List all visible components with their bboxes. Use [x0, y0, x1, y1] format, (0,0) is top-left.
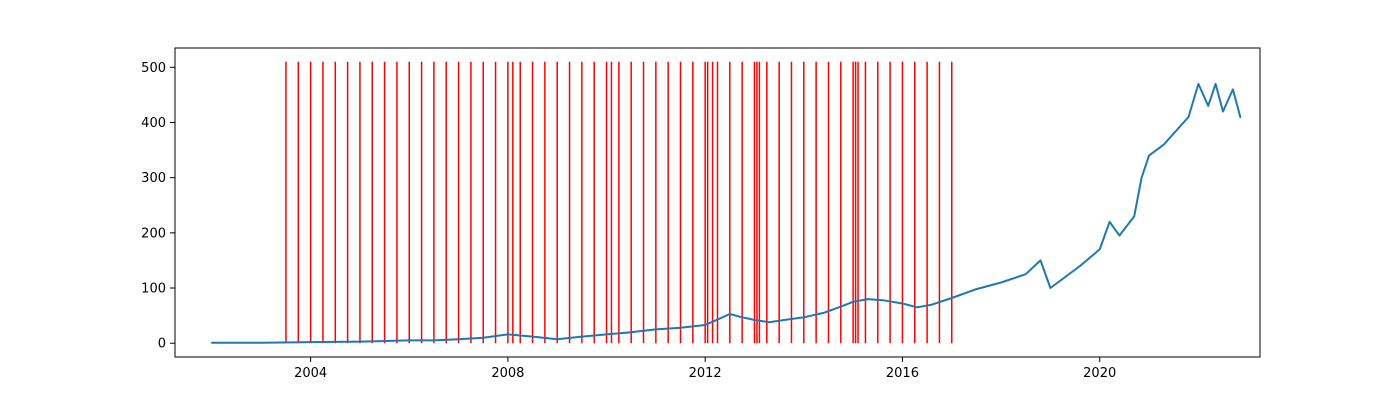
y-tick-label: 100 [141, 282, 166, 297]
y-tick-label: 300 [141, 171, 166, 186]
series-group [211, 82, 1242, 344]
x-tick-label: 2008 [491, 366, 524, 381]
x-tick-label: 2020 [1083, 366, 1116, 381]
plot-frame [174, 47, 1261, 358]
y-tick-label: 0 [158, 337, 166, 352]
y-tick-label: 400 [141, 116, 166, 131]
y-tick-label: 500 [141, 61, 166, 76]
y-tick-label: 200 [141, 226, 166, 241]
x-axis-ticks: 2004 2008 2012 2016 2020 [294, 357, 1116, 381]
axes-group [174, 47, 1261, 358]
x-tick-label: 2004 [294, 366, 327, 381]
price-series-line [211, 82, 1242, 344]
x-tick-label: 2016 [886, 366, 919, 381]
y-axis-ticks: 0 100 200 300 400 500 [141, 61, 175, 352]
vertical-lines-group [285, 61, 953, 344]
x-tick-label: 2012 [689, 366, 722, 381]
